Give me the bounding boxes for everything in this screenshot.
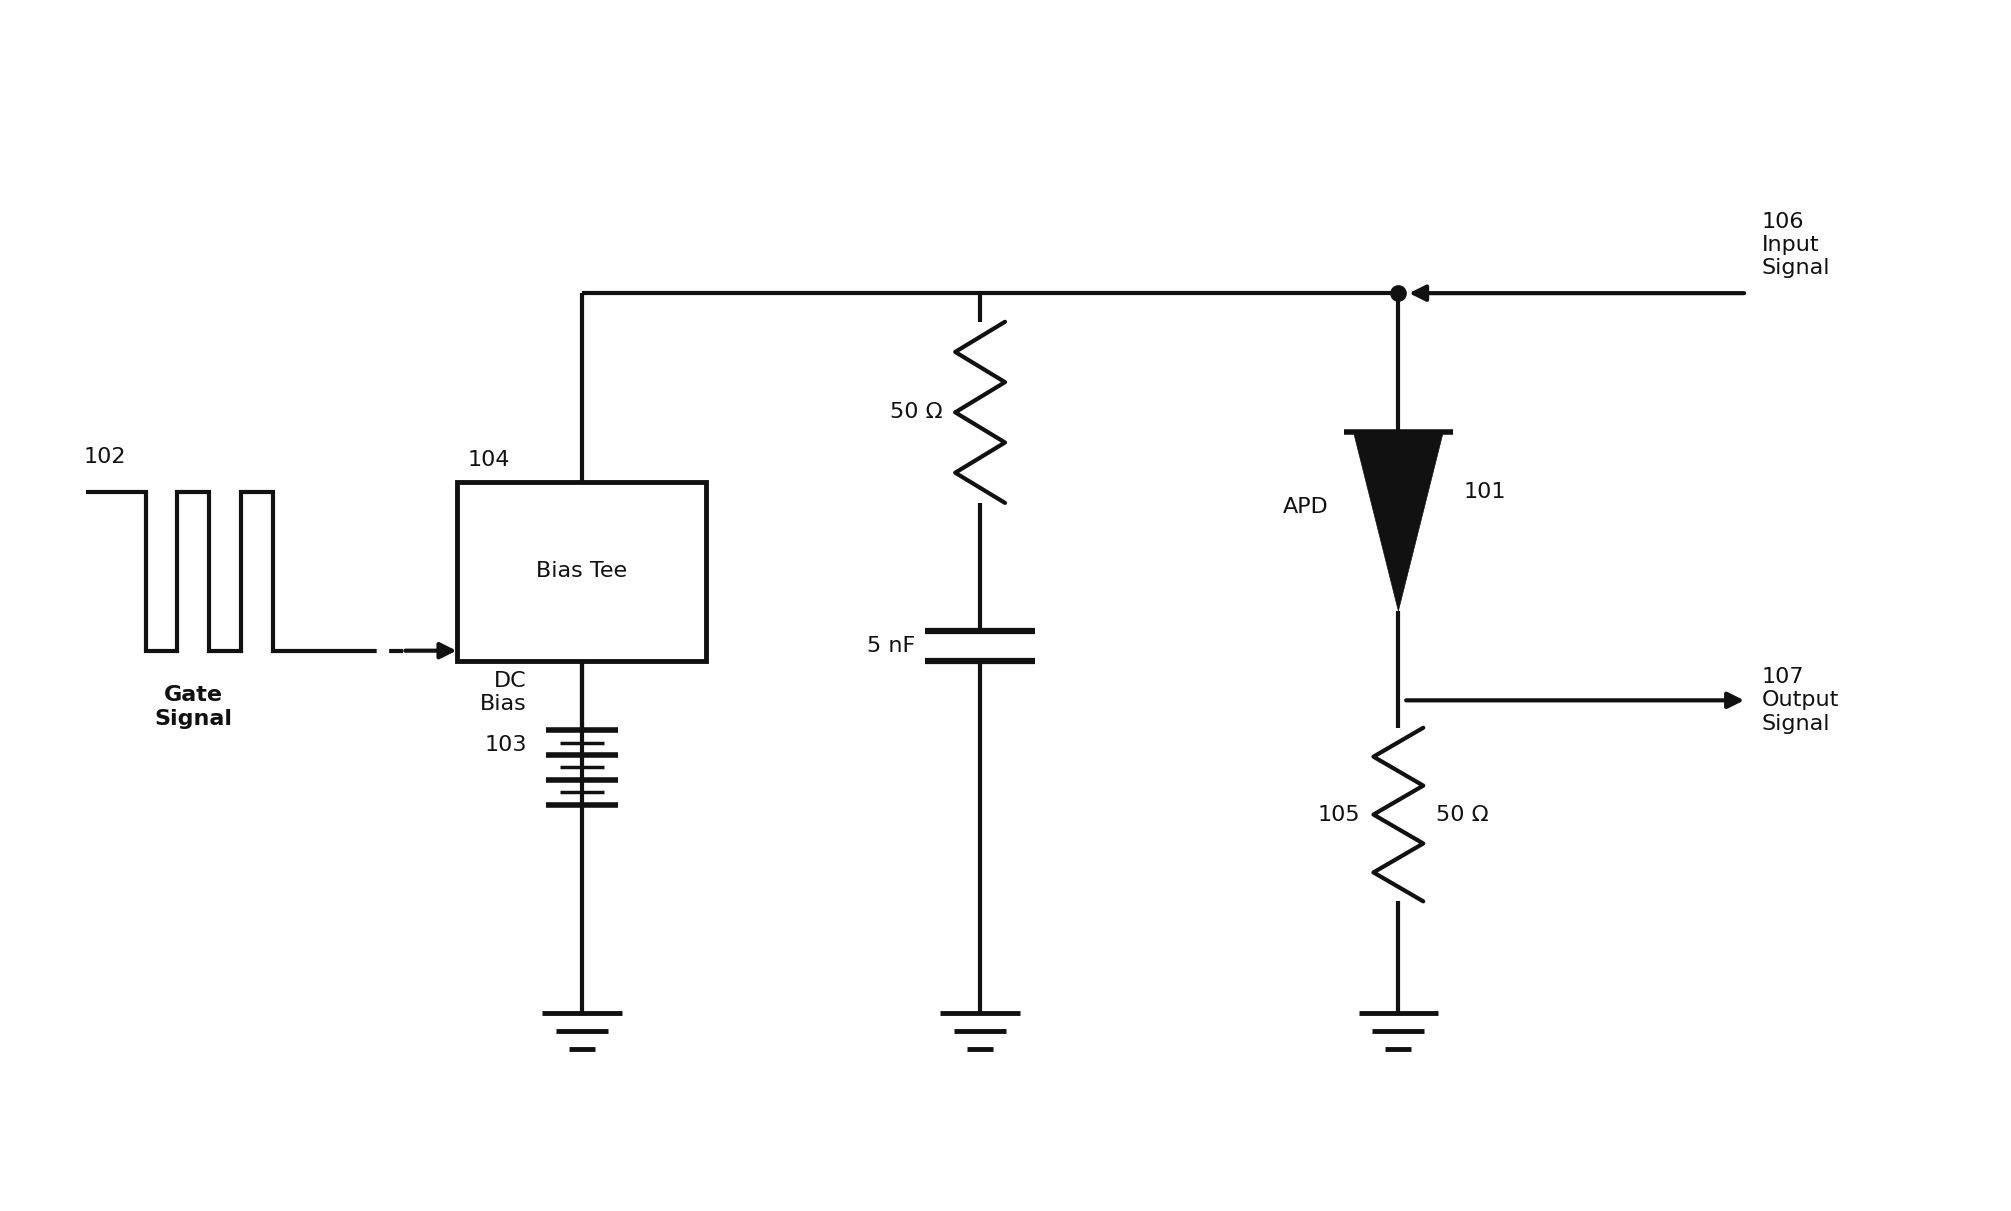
Text: 102: 102	[84, 447, 127, 467]
Polygon shape	[1353, 432, 1444, 612]
Text: Bias Tee: Bias Tee	[537, 561, 627, 581]
Bar	[456, 482, 706, 661]
Text: 50 Ω: 50 Ω	[889, 402, 943, 423]
Text: 107
Output
Signal: 107 Output Signal	[1762, 667, 1840, 734]
Text: 105: 105	[1317, 804, 1361, 825]
Text: 50 Ω: 50 Ω	[1436, 804, 1488, 825]
Text: 103: 103	[485, 735, 527, 756]
Text: DC
Bias: DC Bias	[481, 671, 527, 713]
Text: Gate
Signal: Gate Signal	[155, 685, 233, 729]
Text: 5 nF: 5 nF	[867, 636, 915, 655]
Text: 106
Input
Signal: 106 Input Signal	[1762, 212, 1830, 279]
Text: 101: 101	[1464, 482, 1506, 501]
Text: 104: 104	[467, 450, 509, 470]
Text: APD: APD	[1283, 497, 1329, 517]
